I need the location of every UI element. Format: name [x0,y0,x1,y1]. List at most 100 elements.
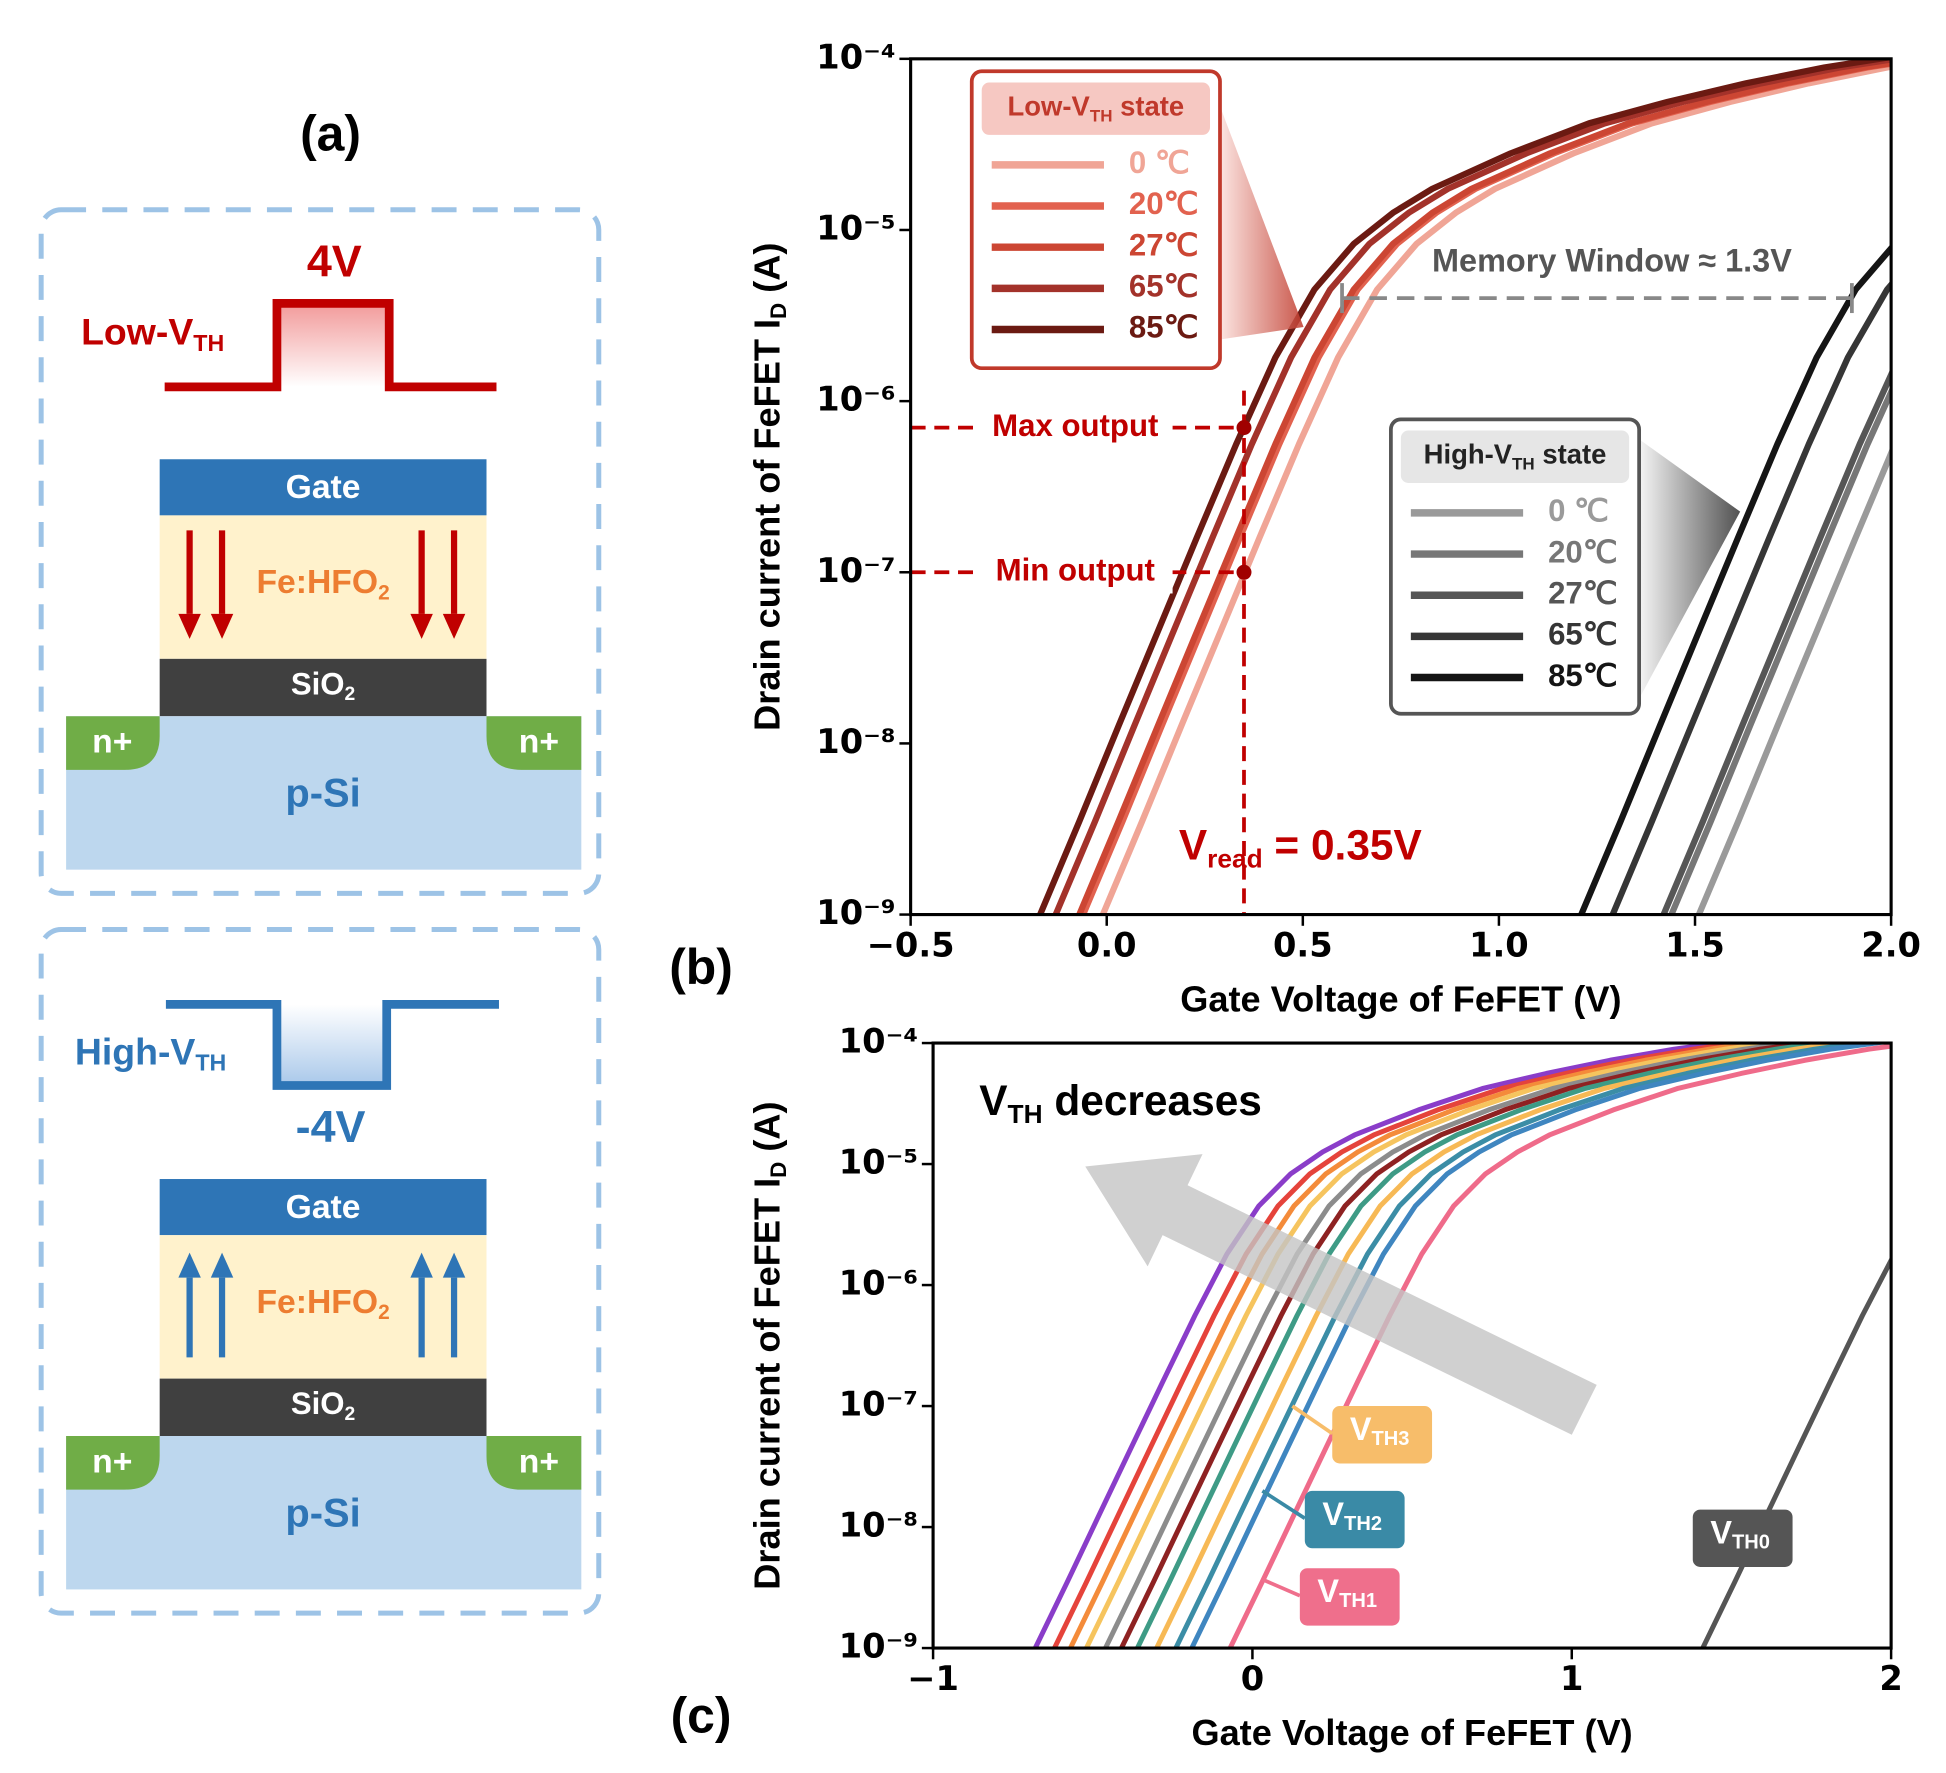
y-tick-label: 10⁻⁸ [839,1506,918,1545]
series-line [1084,1043,1789,1649]
source-label: n+ [92,724,132,761]
subscript: read [1207,843,1263,873]
state-frame [38,207,602,896]
series-line [1076,60,1892,915]
source-label: n+ [92,1443,132,1480]
drain [486,1435,582,1490]
oxide-label: SiO2 [291,1386,355,1425]
annotation-pointer [1291,1404,1334,1436]
annotation-label: VTH1 [1317,1573,1377,1613]
drain-label: n+ [519,724,559,761]
series-line [1052,58,1892,915]
legend-label: 27℃ [1129,227,1199,262]
series-line [1135,1043,1840,1649]
y-tick-label: 10⁻⁹ [816,893,895,932]
panel-label: (c) [671,1687,732,1743]
text-part: (A) [746,243,787,303]
state-label: Low-VTH [81,310,224,356]
arrow-head [442,1252,466,1278]
series-line [1154,1043,1859,1649]
output-point [1236,420,1252,436]
text-part: Fe:HFO [256,564,378,601]
text-part: Fe:HFO [256,1284,378,1321]
text-part: Drain current of FeFET I [746,1178,787,1590]
x-tick-label: 0.5 [1273,926,1333,965]
annotation-box [1332,1406,1433,1464]
legend-label: 65℃ [1548,617,1618,652]
label-bg [977,551,1173,594]
legend-label: 20℃ [1548,534,1618,569]
series-line [1696,445,1892,915]
arrow-head [178,613,201,639]
plot-frame [909,57,1893,917]
trend-arrow [1085,1154,1597,1435]
y-tick-label: 10⁻⁴ [816,37,895,76]
pulse-label: 4V [307,236,362,287]
plot-frame [931,1041,1893,1650]
ferroelectric [159,1235,487,1379]
subscript: TH [195,1050,226,1076]
y-tick-label: 10⁻⁶ [839,1264,918,1303]
x-tick-label: 0 [1241,1659,1264,1698]
text-part: V [1317,1573,1339,1609]
pulse [164,298,497,392]
ferroelectric [159,515,487,659]
subscript: TH [1090,106,1113,125]
arrow-label: VTH decreases [979,1077,1262,1129]
text-part: (A) [746,1101,787,1161]
drain-label: n+ [519,1443,559,1480]
text-part: state [1535,439,1607,470]
output-point [1236,564,1252,580]
legend-label: 85℃ [1129,310,1199,345]
subscript: 2 [345,1404,356,1425]
annotation-pointer [1261,1489,1306,1520]
text-part: decreases [1043,1077,1262,1124]
y-tick-label: 10⁻⁹ [839,1627,918,1666]
x-tick-label: 0.0 [1077,926,1137,965]
text-part: SiO [291,667,345,702]
legend-label: 0 ℃ [1129,145,1190,180]
text-part: Low-V [81,310,193,352]
arrow-head [178,1252,201,1278]
panel-label: (b) [669,939,733,995]
source [66,716,160,770]
oxide-label: SiO2 [291,667,355,706]
legend-label: 85℃ [1548,658,1618,693]
output-label: Min output [996,553,1155,588]
state-frame [38,927,602,1616]
legend-label: 0 ℃ [1548,493,1609,528]
panel-label: (a) [300,106,361,162]
annotation-box [1692,1509,1793,1567]
series-line [1103,1043,1808,1649]
series-line [1660,367,1892,915]
gate [159,459,487,516]
annotation-label: VTH2 [1322,1495,1382,1535]
pulse-fill [276,303,390,387]
x-axis-label: Gate Voltage of FeFET (V) [1191,1712,1632,1753]
text-part: High-V [1424,439,1513,470]
y-tick-label: 10⁻⁵ [839,1143,918,1182]
legend-title: Low-VTH state [1008,91,1185,125]
substrate-label: p-Si [285,772,360,816]
legend-title: High-VTH state [1424,439,1607,473]
gate [159,1179,487,1236]
series-line [1037,58,1892,915]
subscript: 2 [345,684,356,705]
series-line [1700,1254,1892,1649]
annotation-box [1304,1490,1405,1549]
x-axis-label: Gate Voltage of FeFET (V) [1180,978,1621,1019]
pulse [165,1000,499,1090]
substrate-label: p-Si [285,1491,360,1535]
text-part: High-V [75,1030,196,1072]
subscript: TH0 [1732,1532,1770,1554]
plot-area [1037,58,1892,915]
annotation-pointer [1261,1577,1301,1598]
y-tick-label: 10⁻⁵ [816,208,895,247]
subscript: 2 [378,1301,390,1324]
series-line [1119,1043,1824,1649]
x-tick-label: 1.5 [1665,926,1725,965]
output-label: Max output [992,408,1158,443]
series-line [1052,1043,1757,1649]
subscript: D [766,303,791,319]
